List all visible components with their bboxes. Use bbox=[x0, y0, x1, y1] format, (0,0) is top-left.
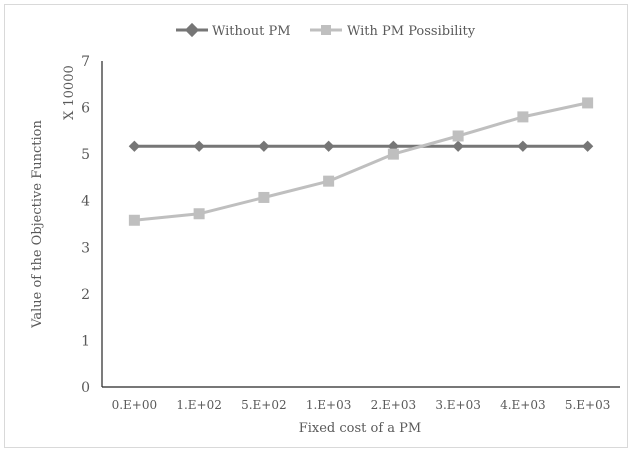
legend: Without PM With PM Possibility bbox=[176, 22, 476, 39]
x-tick-label: 2.E+03 bbox=[371, 398, 417, 412]
legend-item-with-pm: With PM Possibility bbox=[310, 24, 476, 39]
y-tick-label: 6 bbox=[81, 101, 90, 117]
y-tick-label: 3 bbox=[81, 240, 90, 256]
x-ticks: 0.E+00 1.E+02 5.E+02 1.E+03 2.E+03 3.E+03 4.E+… bbox=[112, 398, 611, 412]
data-point-with-pm bbox=[323, 175, 335, 187]
data-point-without-pm bbox=[193, 140, 205, 152]
x-tick-label: 5.E+03 bbox=[565, 398, 611, 412]
data-point-without-pm bbox=[581, 140, 594, 152]
legend-marker-with-pm bbox=[321, 25, 331, 35]
data-point-without-pm bbox=[258, 140, 270, 152]
x-tick-label: 1.E+03 bbox=[306, 398, 352, 412]
x-tick-label: 4.E+03 bbox=[500, 398, 546, 412]
data-point-with-pm bbox=[582, 97, 594, 109]
data-point-with-pm bbox=[517, 111, 529, 123]
x-axis-title: Fixed cost of a PM bbox=[299, 421, 422, 436]
legend-label-without-pm: Without PM bbox=[212, 24, 291, 39]
y-tick-label: 0 bbox=[81, 380, 90, 396]
y-axis-title: Value of the Objective Function bbox=[30, 120, 45, 329]
y-tick-label: 4 bbox=[81, 194, 90, 210]
legend-item-without-pm: Without PM bbox=[176, 22, 291, 39]
data-point-without-pm bbox=[128, 140, 141, 152]
y-ticks: 0 1 2 3 4 5 6 7 bbox=[81, 54, 90, 396]
y-tick-label: 1 bbox=[81, 333, 90, 349]
y-tick-label: 5 bbox=[81, 147, 90, 163]
data-point-with-pm bbox=[387, 148, 399, 160]
y-tick-label: 2 bbox=[81, 287, 90, 303]
data-point-with-pm bbox=[128, 214, 140, 226]
chart-frame bbox=[4, 4, 628, 448]
legend-label-with-pm: With PM Possibility bbox=[347, 24, 476, 39]
legend-marker-without-pm bbox=[184, 22, 200, 38]
data-point-with-pm bbox=[258, 191, 270, 203]
data-point-with-pm bbox=[193, 208, 205, 220]
data-point-without-pm bbox=[452, 140, 464, 152]
data-point-without-pm bbox=[322, 140, 335, 152]
series-layer bbox=[128, 97, 594, 226]
data-point-with-pm bbox=[452, 130, 464, 142]
data-point-without-pm bbox=[517, 140, 529, 152]
x-tick-label: 3.E+03 bbox=[435, 398, 481, 412]
series-line-with-pm bbox=[134, 101, 588, 222]
x-tick-label: 1.E+02 bbox=[176, 398, 222, 412]
y-tick-label: 7 bbox=[81, 54, 90, 70]
y-axis-unit: X 10000 bbox=[62, 65, 77, 120]
x-tick-label: 5.E+02 bbox=[241, 398, 287, 412]
x-tick-label: 0.E+00 bbox=[112, 398, 158, 412]
